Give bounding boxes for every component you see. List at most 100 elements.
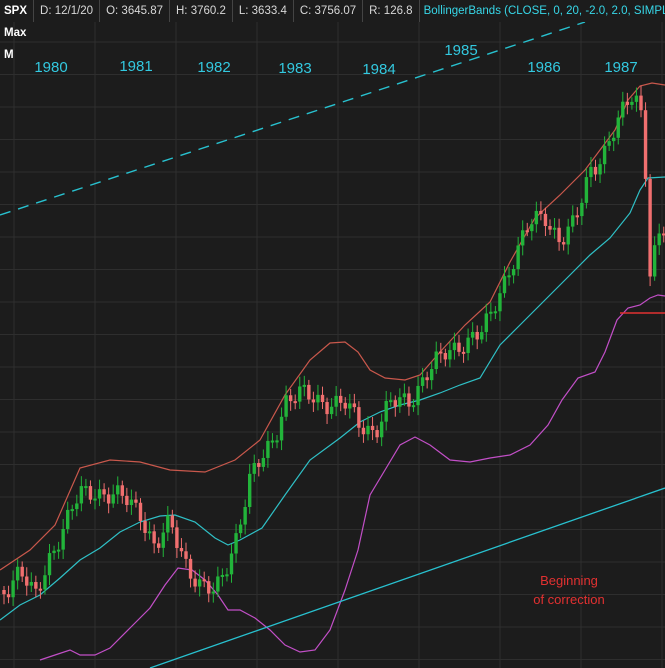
candle-body [484, 313, 488, 333]
candle-body [216, 576, 220, 592]
candle-body [652, 245, 657, 277]
candle-body [184, 551, 188, 559]
candle [598, 158, 602, 183]
candle-body [361, 427, 366, 435]
candle-body [639, 95, 643, 111]
candle-body [589, 166, 593, 178]
candle [602, 136, 607, 174]
candle-body [525, 230, 529, 233]
candle [571, 205, 575, 233]
candle-body [279, 416, 284, 441]
candle [184, 542, 188, 568]
candle-body [61, 528, 65, 550]
high-readout: H: 3760.2 [170, 0, 233, 22]
candle-body [625, 101, 630, 105]
candle-body [521, 230, 525, 246]
candle [179, 538, 184, 557]
candle-body [357, 407, 361, 428]
candle-body [575, 215, 579, 218]
candle-body [329, 406, 334, 415]
candle-body [443, 353, 448, 360]
open-readout: O: 3645.87 [100, 0, 170, 22]
dashed-trendline [0, 21, 586, 216]
candle [161, 522, 165, 558]
candle-body [229, 553, 234, 575]
candle-body [420, 377, 425, 386]
candle-body [498, 293, 502, 312]
candle-body [343, 402, 347, 409]
candle-body [448, 350, 452, 360]
candle [402, 383, 407, 406]
candle [15, 559, 20, 590]
candle-body [612, 137, 616, 142]
candle [370, 417, 375, 441]
candle [106, 487, 111, 514]
date-readout: D: 12/1/20 [34, 0, 101, 22]
candle [75, 494, 79, 517]
candle [202, 571, 206, 588]
candle-body [106, 494, 111, 504]
candle [79, 476, 84, 512]
candle [193, 570, 197, 593]
candle-body [493, 311, 498, 314]
year-label: 1983 [278, 60, 311, 77]
candle-body [20, 566, 24, 577]
candle-body [38, 588, 43, 591]
candle-body [11, 580, 15, 598]
candle-body [539, 210, 543, 214]
candle [238, 519, 243, 539]
candle [521, 220, 525, 256]
candle-body [43, 575, 47, 590]
candle [279, 407, 284, 451]
candle [612, 131, 616, 152]
candle-body [97, 489, 102, 499]
candle [448, 341, 452, 368]
candle-body [252, 463, 256, 474]
candle-body [79, 486, 84, 504]
candle [470, 322, 475, 346]
candle-body [334, 395, 338, 407]
lower-band-line [39, 294, 665, 661]
candle [329, 398, 334, 419]
candle-body [425, 377, 429, 381]
candle-body [307, 384, 311, 400]
candle-body [598, 164, 602, 175]
candle [434, 341, 438, 374]
candle [307, 379, 311, 404]
candle-body [147, 531, 152, 534]
candle [420, 367, 425, 393]
symbol-label[interactable]: SPX Max M [0, 0, 35, 61]
candle [229, 543, 234, 583]
candle-body [202, 579, 206, 582]
candle [88, 480, 93, 504]
candle [379, 413, 384, 447]
candle-body [25, 576, 29, 586]
annotation-line: Beginning [540, 573, 598, 588]
candle [157, 537, 161, 554]
candle [97, 479, 102, 507]
study-label[interactable]: BollingerBands (CLOSE, 0, 20, -2.0, 2.0,… [423, 5, 665, 17]
candle-body [302, 384, 306, 387]
candle [648, 174, 652, 287]
candle [56, 541, 61, 559]
candle-body [179, 547, 184, 552]
candle-body [416, 385, 420, 406]
candle-body [634, 95, 639, 102]
candle-body [348, 403, 352, 409]
candle [657, 223, 661, 255]
candle-body [120, 485, 124, 496]
low-readout: L: 3633.4 [233, 0, 294, 22]
candle-body [2, 590, 6, 595]
candle [493, 306, 498, 320]
candle [257, 459, 261, 477]
candle-body [143, 520, 147, 533]
candle-body [384, 400, 388, 422]
candle-body [248, 473, 252, 507]
year-label: 1987 [604, 59, 637, 76]
candle [475, 325, 479, 350]
candle [166, 506, 170, 542]
candle-body [316, 394, 320, 403]
candle [561, 237, 566, 251]
candle-body [284, 395, 288, 417]
